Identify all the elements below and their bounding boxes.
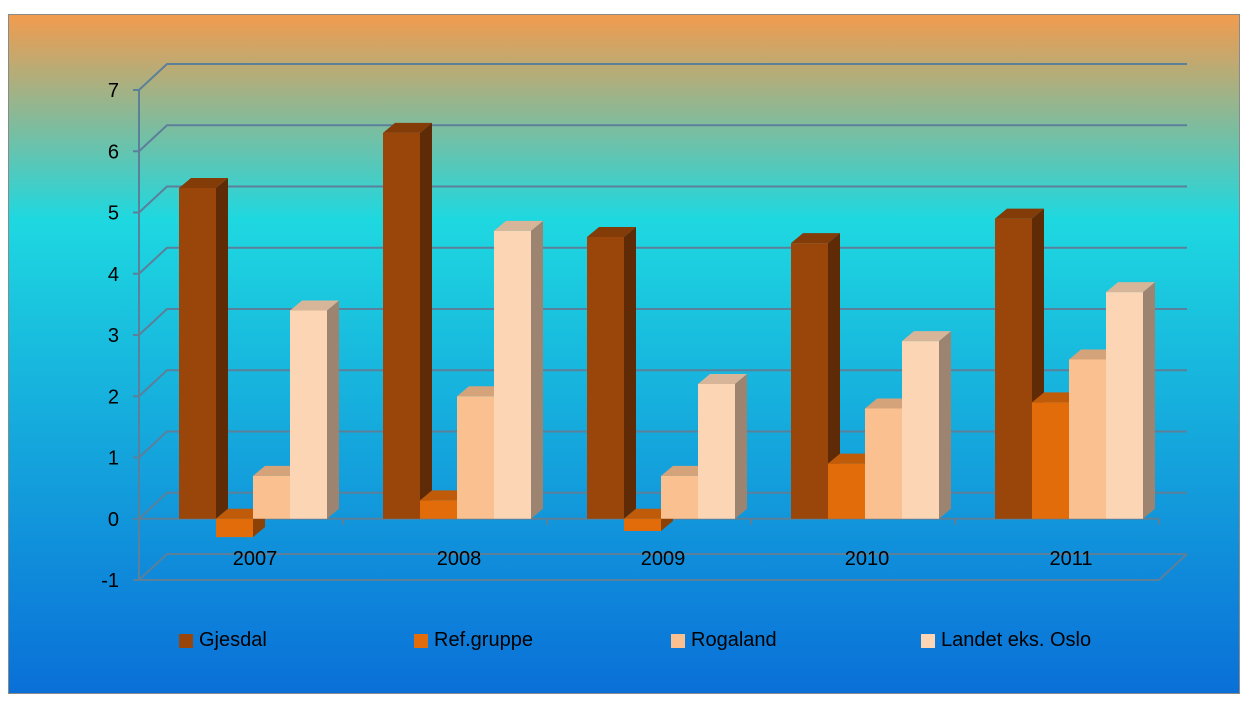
legend-item-rogaland: Rogaland	[671, 629, 777, 652]
bar-landet-eks-oslo-2010	[902, 331, 951, 519]
y-tick-label: 7	[108, 80, 119, 102]
y-tick-label: -1	[101, 570, 119, 592]
legend-label-gjesdal: Gjesdal	[199, 629, 267, 651]
y-tick-label: 0	[108, 509, 119, 531]
y-tick-label: 3	[108, 325, 119, 347]
gridline	[138, 124, 1187, 152]
y-tick-label: 1	[108, 448, 119, 470]
bar-gjesdal-2009	[587, 227, 636, 519]
gridline	[138, 430, 1187, 459]
bar-landet-eks-oslo-2011	[1106, 282, 1155, 519]
bar-landet-eks-oslo-2008	[494, 220, 543, 519]
x-tick-label: 2007	[233, 548, 278, 570]
legend-swatch-landet-eks-oslo	[921, 633, 935, 648]
legend: Gjesdal Ref.gruppe Rogaland Landet eks. …	[9, 629, 1239, 659]
x-tick-label: 2009	[641, 548, 686, 570]
x-tick-label: 2011	[1049, 548, 1092, 570]
x-tick-label: 2008	[437, 548, 482, 570]
legend-swatch-gjesdal	[179, 633, 193, 648]
bars	[179, 122, 1155, 538]
chart-frame: -1 0 1 2 3 4 5 6 7 2007 2008 2009 2010 2011 Gjesdal …	[8, 14, 1240, 694]
legend-item-landet-eks-oslo: Landet eks. Oslo	[921, 629, 1091, 652]
bar-ref-gruppe-2007	[216, 508, 265, 538]
y-tick-label: 5	[108, 203, 119, 225]
legend-label-rogaland: Rogaland	[691, 629, 777, 651]
x-tick-label: 2010	[845, 548, 890, 570]
bar-gjesdal-2008	[383, 122, 432, 519]
legend-swatch-rogaland	[671, 633, 685, 648]
chart-canvas: -1 0 1 2 3 4 5 6 7 2007 2008 2009 2010 2011	[9, 15, 1239, 693]
y-tick-label: 2	[108, 386, 119, 408]
gridline	[138, 369, 1187, 397]
bar-landet-eks-oslo-2007	[290, 300, 339, 519]
legend-item-ref-gruppe: Ref.gruppe	[414, 629, 533, 652]
gridline	[138, 246, 1187, 275]
floor-right-edge	[1158, 553, 1188, 581]
x-axis-labels: 2007 2008 2009 2010 2011	[233, 548, 1093, 570]
bar-gjesdal-2007	[179, 178, 228, 519]
legend-label-ref-gruppe: Ref.gruppe	[434, 629, 533, 651]
legend-label-landet-eks-oslo: Landet eks. Oslo	[941, 629, 1092, 651]
gridline	[138, 308, 1187, 336]
y-tick-label: 6	[108, 141, 119, 163]
bar-landet-eks-oslo-2009	[698, 374, 747, 519]
bar-gjesdal-2010	[791, 233, 840, 519]
gridline	[138, 63, 1187, 91]
legend-swatch-ref-gruppe	[414, 633, 428, 648]
gridline	[138, 553, 1187, 581]
y-tick-label: 4	[108, 264, 119, 286]
y-axis: -1 0 1 2 3 4 5 6 7	[101, 80, 139, 592]
legend-item-gjesdal: Gjesdal	[179, 629, 267, 652]
gridline	[138, 185, 1187, 214]
